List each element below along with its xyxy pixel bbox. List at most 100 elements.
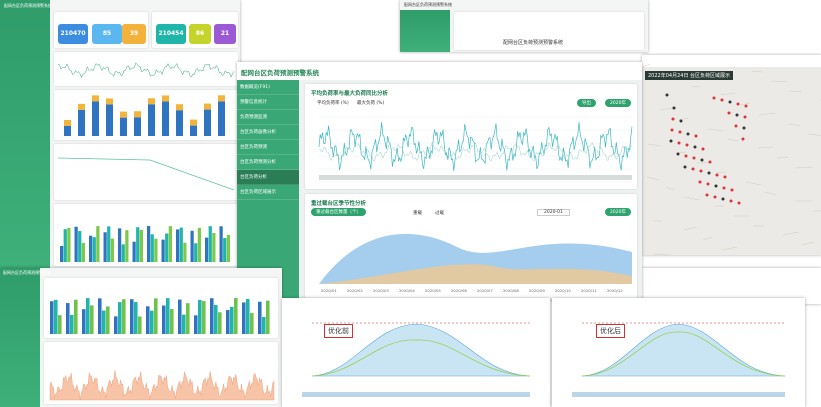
menu-item[interactable]: 台区负荷分析	[237, 170, 299, 185]
sidebar	[0, 0, 50, 268]
bar-decor	[103, 232, 107, 262]
map-dot	[721, 197, 725, 201]
bar-decor	[165, 233, 169, 262]
map-dot	[744, 104, 748, 108]
map-dot	[730, 188, 734, 192]
map-border	[677, 151, 687, 154]
bar-decor	[179, 227, 183, 262]
map-border	[683, 226, 698, 231]
bar-decor	[67, 227, 71, 262]
bar-decor	[125, 230, 129, 262]
menu-item[interactable]: 数据概览(F91)	[237, 80, 299, 95]
menu-item[interactable]: 台区负荷区域展示	[237, 185, 299, 200]
bar-decor	[120, 117, 127, 136]
bar-decor	[146, 306, 150, 334]
bar-decor	[106, 104, 113, 136]
bar-decor	[150, 310, 154, 334]
map-dot	[722, 186, 726, 190]
bar-decor	[204, 103, 211, 110]
bar-decor	[197, 227, 201, 262]
year-button[interactable]: 2020年	[605, 208, 631, 216]
map-dot	[713, 195, 717, 199]
year-button[interactable]: 2020年	[605, 99, 631, 107]
kpi: 210454	[156, 24, 186, 44]
map-border	[782, 231, 800, 236]
bar-decor	[92, 101, 99, 136]
bar-decor	[258, 301, 262, 334]
bar-decor	[230, 306, 234, 334]
bar-decor	[78, 109, 85, 136]
sidebar: 数据概览(F91) 预警信息统计 负荷预测监测 台区负荷画像分析 台区负荷预测 台区负荷预…	[237, 80, 299, 300]
bar-decor	[162, 95, 169, 102]
bar-decor	[92, 95, 99, 102]
map-border	[715, 171, 727, 174]
x-tick-label: 2020/02	[347, 288, 363, 293]
bar-decor	[147, 226, 151, 262]
card	[54, 144, 238, 200]
map-dot	[692, 156, 696, 160]
legend-item: 平均负荷率 (%)	[317, 101, 349, 106]
after-panel: 优化后	[552, 298, 805, 407]
map-dot	[670, 128, 674, 132]
bar-decor	[74, 226, 78, 262]
bar-decor	[162, 101, 169, 136]
overview-panel: 配网台区负荷预测预警系统 210470 85 39 210454 86 21	[0, 0, 240, 268]
bar-decor	[81, 242, 85, 262]
before-chart	[302, 322, 531, 397]
panel-title: 重过载台区季节性分析	[311, 201, 367, 207]
bar-decor	[122, 299, 126, 334]
map-border	[721, 246, 738, 251]
bar-decor	[148, 98, 155, 105]
bar-decor	[86, 298, 90, 334]
map-dot	[676, 152, 680, 156]
bar-decor	[176, 110, 183, 136]
bar-decor	[234, 298, 238, 334]
kpi: 85	[92, 24, 122, 44]
menu-item[interactable]: 台区负荷预测分析	[237, 155, 299, 170]
overview-charts	[57, 62, 235, 262]
date-picker[interactable]: 2020-01	[537, 209, 570, 216]
tab[interactable]: 重过载台区数量（个）	[311, 208, 366, 216]
map-dot	[706, 182, 710, 186]
main-window: 数据概览(F91) 预警信息统计 负荷预测监测 台区负荷画像分析 台区负荷预测 台区负荷预…	[237, 62, 642, 300]
bar-decor	[102, 310, 106, 334]
map-dot	[677, 141, 681, 145]
bar-decor	[190, 125, 197, 136]
x-tick-label: 2020/12	[607, 288, 623, 293]
map-title: 2022年04月24日 台区负荷区域展示	[645, 71, 734, 80]
map-border	[646, 176, 660, 181]
bar-decor	[114, 316, 118, 334]
bar-decor	[226, 234, 230, 262]
menu-item[interactable]: 预警信息统计	[237, 95, 299, 110]
area-decor	[319, 264, 632, 284]
bar-decor	[63, 229, 67, 262]
bar-decor	[132, 241, 136, 262]
export-button[interactable]: 导出	[577, 99, 596, 107]
card	[54, 52, 238, 86]
bar-decor	[107, 226, 111, 262]
app-title: 配网台区负荷预测预警系统	[241, 69, 319, 77]
menu-item[interactable]: 负荷预测监测	[237, 110, 299, 125]
forecast-charts	[49, 298, 275, 401]
map-border	[720, 92, 736, 96]
map-dot	[691, 167, 695, 171]
bar-decor	[134, 111, 141, 118]
map-border	[659, 107, 674, 111]
app-title: 配网台区负荷预测预警系统	[4, 3, 52, 8]
bar-decor	[120, 111, 127, 118]
menu-item[interactable]: 台区负荷预测	[237, 140, 299, 155]
map-border	[652, 253, 671, 255]
bar-decor	[162, 305, 166, 334]
area-decor	[49, 370, 275, 401]
map-dot	[707, 171, 711, 175]
menu-item[interactable]: 台区负荷画像分析	[237, 125, 299, 140]
line-decor	[318, 141, 633, 162]
bar-decor	[208, 226, 212, 262]
map-dot	[665, 93, 669, 97]
map-dot	[728, 100, 732, 104]
bar-decor	[89, 235, 93, 262]
map-dot	[742, 126, 746, 130]
x-tick-label: 2020/04	[399, 288, 415, 293]
bar-decor	[178, 299, 182, 334]
x-tick-label: 2020/07	[477, 288, 493, 293]
